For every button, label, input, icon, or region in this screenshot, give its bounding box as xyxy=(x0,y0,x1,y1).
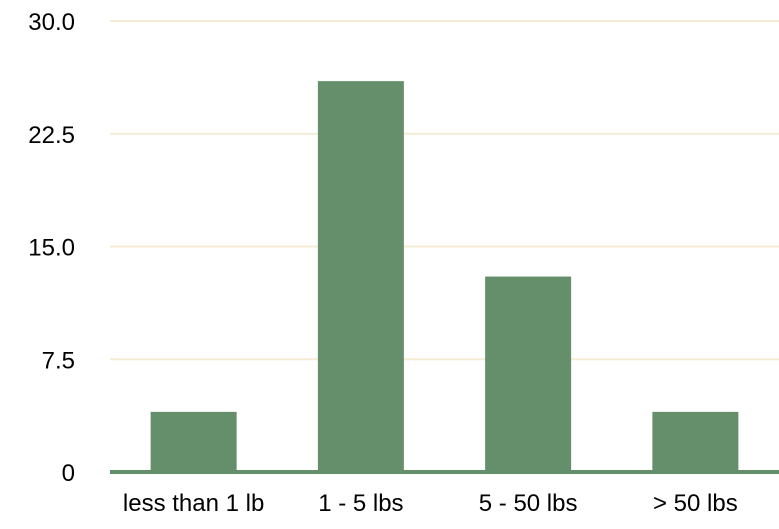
y-tick-label: 0 xyxy=(62,460,75,487)
y-tick-label: 7.5 xyxy=(42,347,75,374)
x-tick-label: > 50 lbs xyxy=(653,490,738,517)
y-tick-label: 22.5 xyxy=(28,122,75,149)
x-tick-label: less than 1 lb xyxy=(123,490,264,517)
bar xyxy=(652,411,739,472)
bars xyxy=(150,81,739,472)
x-axis-ticks: less than 1 lb 1 - 5 lbs 5 - 50 lbs > 50 lb… xyxy=(123,490,738,517)
bar xyxy=(317,81,404,472)
x-tick-label: 1 - 5 lbs xyxy=(318,490,403,517)
bar xyxy=(150,411,237,472)
bar xyxy=(485,276,572,472)
y-tick-label: 30.0 xyxy=(28,9,75,36)
y-axis-ticks: 0 7.5 15.0 22.5 30.0 xyxy=(28,9,75,487)
x-tick-label: 5 - 50 lbs xyxy=(479,490,578,517)
y-tick-label: 15.0 xyxy=(28,235,75,262)
gridlines xyxy=(110,20,779,361)
